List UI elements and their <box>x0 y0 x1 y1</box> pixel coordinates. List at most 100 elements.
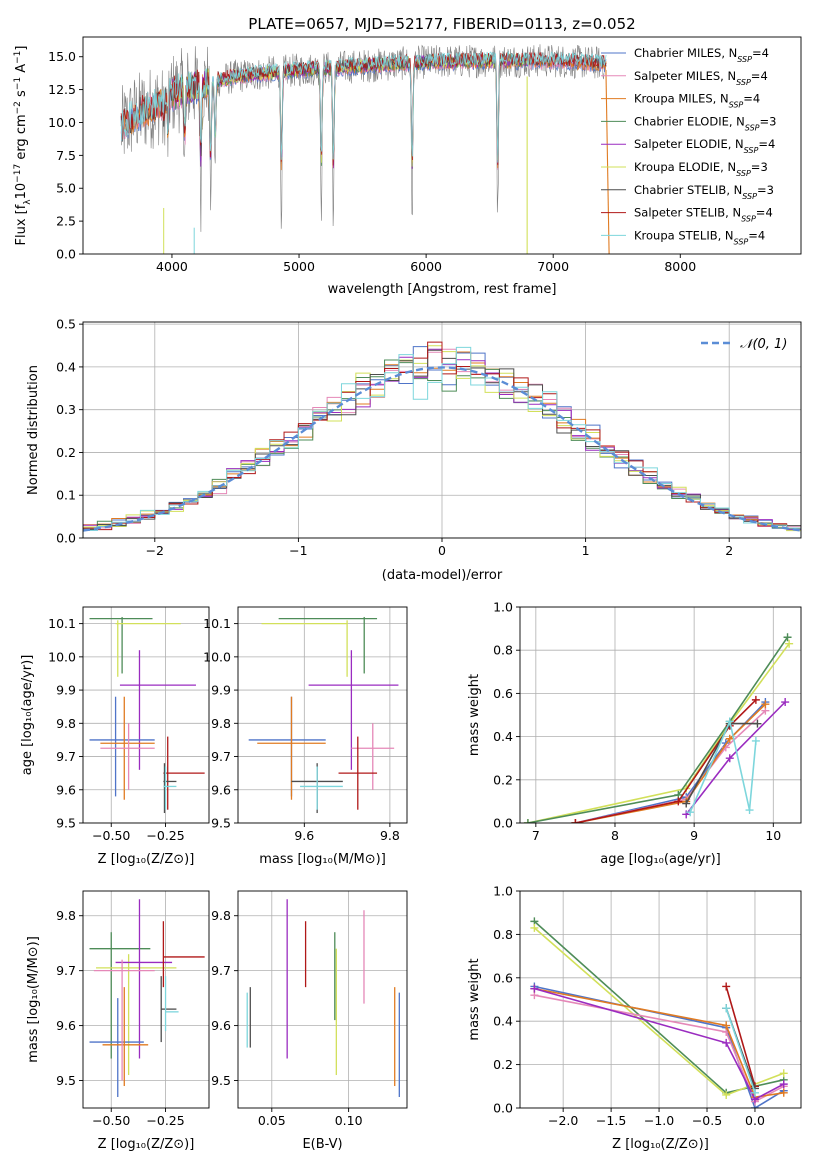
y-tick-label: 9.6 <box>211 1018 231 1033</box>
errorbar-chabrier-stelib <box>160 976 177 1043</box>
series-marker <box>785 639 794 648</box>
y-tick-label: 9.7 <box>211 749 231 764</box>
errorbar-salpeter-miles <box>100 723 155 790</box>
y-tick-label: 0.3 <box>56 402 76 417</box>
series-marker <box>779 1069 788 1078</box>
series-marker <box>751 695 760 704</box>
x-tick-label: 1 <box>582 543 590 558</box>
series-marker <box>779 1088 788 1097</box>
errorbar-kroupa-stelib <box>164 976 179 1032</box>
y-tick-label: 0.4 <box>493 1014 513 1029</box>
y-tick-label: 9.6 <box>56 1018 76 1033</box>
series-marker <box>674 797 683 806</box>
spectrum-data-line <box>120 44 605 232</box>
y-tick-label: 9.6 <box>56 782 76 797</box>
y-axis-label: mass [log₁₀(M/M⊙)] <box>26 936 41 1063</box>
y-tick-label: 0.4 <box>56 359 76 374</box>
y-axis-label-part: Flux [f <box>14 204 29 245</box>
y-axis-label-part: 10 <box>14 183 29 200</box>
series-kroupa-stelib <box>722 1004 759 1097</box>
age_vs_Z-axes: −0.50 −0.25 9.5 9.6 9.7 9.8 9.9 10.0 10.1 Z [log₁… <box>20 606 210 867</box>
y-tick-label: 10.0 <box>203 649 231 664</box>
series-chabrier-elodie <box>523 633 792 823</box>
axes-frame <box>82 36 802 255</box>
x-tick-label: 8000 <box>664 259 696 274</box>
series-marker <box>750 1088 759 1097</box>
y-tick-label: 9.8 <box>56 716 76 731</box>
x-tick-label: 2 <box>725 543 733 558</box>
y-tick-label: 0.4 <box>493 729 513 744</box>
legend-label-chabrier-elodie: Chabrier ELODIE, NSSP=3 <box>634 114 776 131</box>
axes-frame <box>237 890 408 1109</box>
y-tick-label: 0.1 <box>56 488 76 503</box>
x-tick-label: 0.05 <box>258 1113 286 1128</box>
series-marker <box>530 984 539 993</box>
y-tick-label: 1.0 <box>493 884 513 899</box>
series-salpeter-elodie <box>530 984 788 1104</box>
x-tick-label: −0.5 <box>692 1113 722 1128</box>
y-tick-label: 9.7 <box>211 963 231 978</box>
legend-label-salpeter-stelib: Salpeter STELIB, NSSP=4 <box>634 206 773 224</box>
errorbar-salpeter-miles <box>93 959 155 1081</box>
y-tick-label: 1.0 <box>493 600 513 615</box>
y-axis-label: mass weight <box>467 674 482 756</box>
errorbar-chabrier-elodie <box>89 616 153 674</box>
mass_vs_ebv-axes: 0.05 0.10 9.5 9.6 9.7 9.8 E(B-V) <box>211 890 408 1152</box>
y-tick-label: 9.8 <box>56 908 76 923</box>
weight_vs_age-plot-area <box>520 607 801 823</box>
errorbar-salpeter-elodie <box>115 899 173 1059</box>
errorbar-kroupa-stelib <box>300 766 343 810</box>
errorbar-salpeter-stelib <box>338 736 378 810</box>
age_vs_mass-axes: 9.6 9.8 9.5 9.6 9.7 9.8 9.9 10.0 10.1 mass [log₁₀… <box>203 606 408 867</box>
errorbar-salpeter-miles <box>351 723 395 790</box>
y-tick-label: 0.6 <box>493 686 513 701</box>
series-marker <box>725 734 734 743</box>
axes-frame <box>82 890 210 1109</box>
errorbar-kroupa-elodie <box>115 620 181 677</box>
series-marker <box>523 819 532 823</box>
series-kroupa-elodie <box>530 923 788 1099</box>
y-axis-label: Normed distribution <box>26 365 41 495</box>
y-tick-label: 0.8 <box>493 927 513 942</box>
y-tick-label: 2.5 <box>56 214 76 229</box>
y-tick-label: 0.0 <box>56 247 76 262</box>
residuals-plot-area <box>83 322 801 538</box>
y-tick-label: 15.0 <box>48 49 76 64</box>
series-marker <box>725 754 734 763</box>
series-marker <box>781 698 790 707</box>
series-marker <box>761 700 770 709</box>
y-tick-label: 0.0 <box>56 531 76 546</box>
y-tick-label: 9.8 <box>211 716 231 731</box>
x-tick-label: −0.25 <box>146 1113 184 1128</box>
legend-label-normal: 𝒩(0, 1) <box>740 337 787 352</box>
x-tick-label: 9.8 <box>380 828 400 843</box>
errorbar-salpeter-elodie <box>308 650 399 770</box>
legend-label-salpeter-miles: Salpeter MILES, NSSP=4 <box>634 69 768 87</box>
y-tick-label: 0.0 <box>493 816 513 831</box>
series-kroupa-stelib <box>686 717 760 817</box>
x-axis-label: Z [log₁₀(Z/Z⊙)] <box>98 852 195 867</box>
series-marker <box>779 1080 788 1089</box>
y-axis-label-part: erg cm <box>14 114 29 163</box>
spectrum-model-edge <box>605 69 610 254</box>
series-marker <box>725 717 734 726</box>
y-tick-label: 9.5 <box>211 816 231 831</box>
series-marker <box>783 633 792 642</box>
y-axis-label-part: −2 <box>13 101 23 114</box>
x-tick-label: 8 <box>611 828 619 843</box>
y-tick-label: 5.0 <box>56 181 76 196</box>
y-tick-label: 9.7 <box>56 749 76 764</box>
errorbar-kroupa-stelib <box>163 766 177 810</box>
errorbar-kroupa-miles <box>102 987 149 1087</box>
y-tick-label: 12.5 <box>48 82 76 97</box>
x-tick-label: 9.6 <box>294 828 314 843</box>
spectrum-model-kroupa-stelib <box>120 50 607 163</box>
y-tick-label: 9.5 <box>56 1073 76 1088</box>
weight_vs_Z-plot-area <box>520 891 801 1108</box>
y-axis-label: Flux [fλ10−17 erg cm−2 s−1 A−1] <box>13 46 33 246</box>
axes-frame <box>237 606 408 824</box>
histogram-kroupa-stelib <box>83 346 801 538</box>
y-tick-label: 0.0 <box>493 1101 513 1116</box>
y-tick-label: 0.8 <box>493 643 513 658</box>
